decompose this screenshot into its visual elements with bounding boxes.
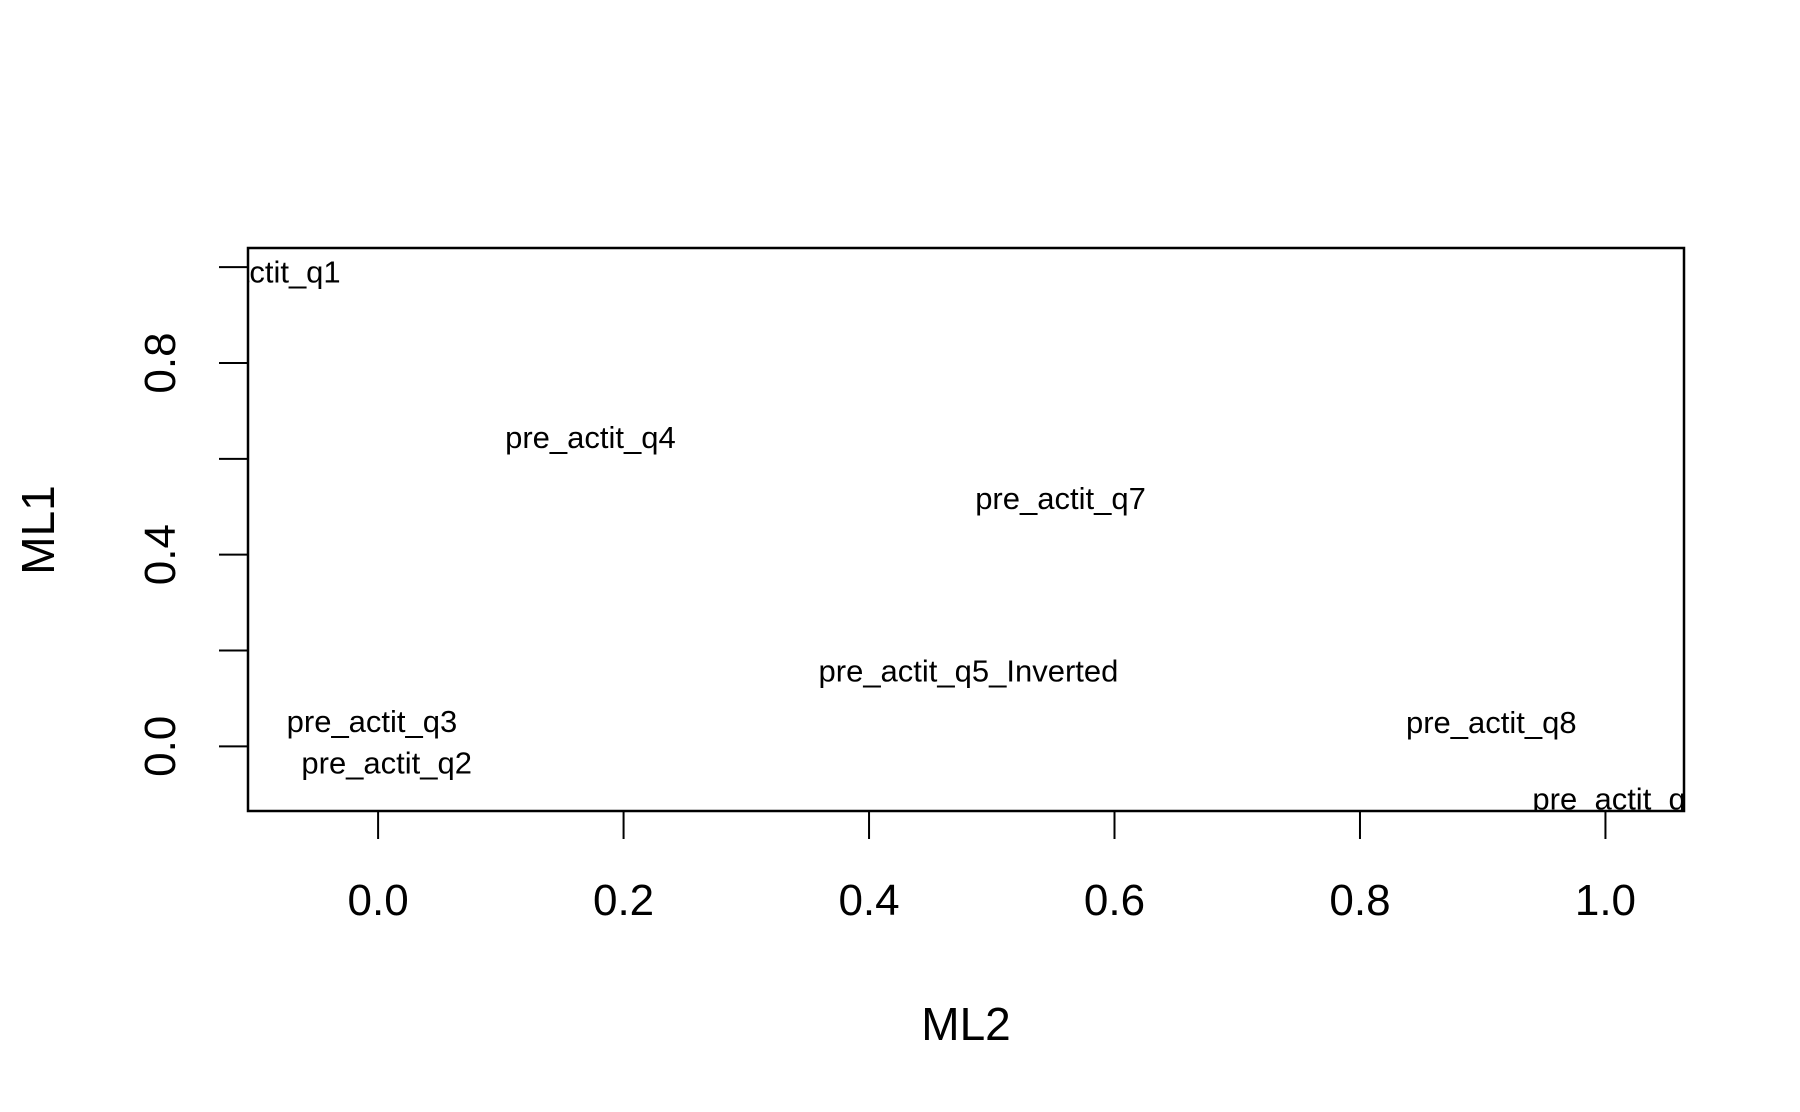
x-tick-label: 1.0 bbox=[1575, 876, 1636, 925]
point-label: pre_actit_q6 bbox=[1532, 782, 1703, 817]
point-label: pre_actit_q5_Inverted bbox=[819, 654, 1119, 689]
y-tick-label: 0.4 bbox=[136, 524, 185, 585]
point-label: pre_actit_q4 bbox=[505, 420, 676, 455]
point-label: pre_actit_q7 bbox=[975, 481, 1146, 516]
y-axis: 0.0 0.4 0.8 bbox=[136, 266, 249, 777]
x-axis-title: ML2 bbox=[921, 998, 1010, 1050]
point-label: pre_actit_q2 bbox=[301, 746, 472, 781]
x-axis: 0.0 0.2 0.4 0.6 0.8 1.0 bbox=[348, 810, 1636, 925]
y-axis-title: ML1 bbox=[12, 485, 64, 574]
x-tick-label: 0.6 bbox=[1084, 876, 1145, 925]
x-tick-label: 0.4 bbox=[838, 876, 899, 925]
point-label: pre_actit_q3 bbox=[287, 704, 458, 739]
y-tick-label: 0.0 bbox=[136, 716, 185, 777]
x-tick-label: 0.2 bbox=[593, 876, 654, 925]
point-label: pre_actit_q1 bbox=[170, 254, 341, 289]
x-tick-label: 0.0 bbox=[348, 876, 409, 925]
point-labels: pre_actit_q1 pre_actit_q4 pre_actit_q7 pre_… bbox=[170, 254, 1703, 817]
point-label: pre_actit_q8 bbox=[1406, 705, 1577, 740]
y-tick-label: 0.8 bbox=[136, 332, 185, 393]
x-tick-label: 0.8 bbox=[1329, 876, 1390, 925]
